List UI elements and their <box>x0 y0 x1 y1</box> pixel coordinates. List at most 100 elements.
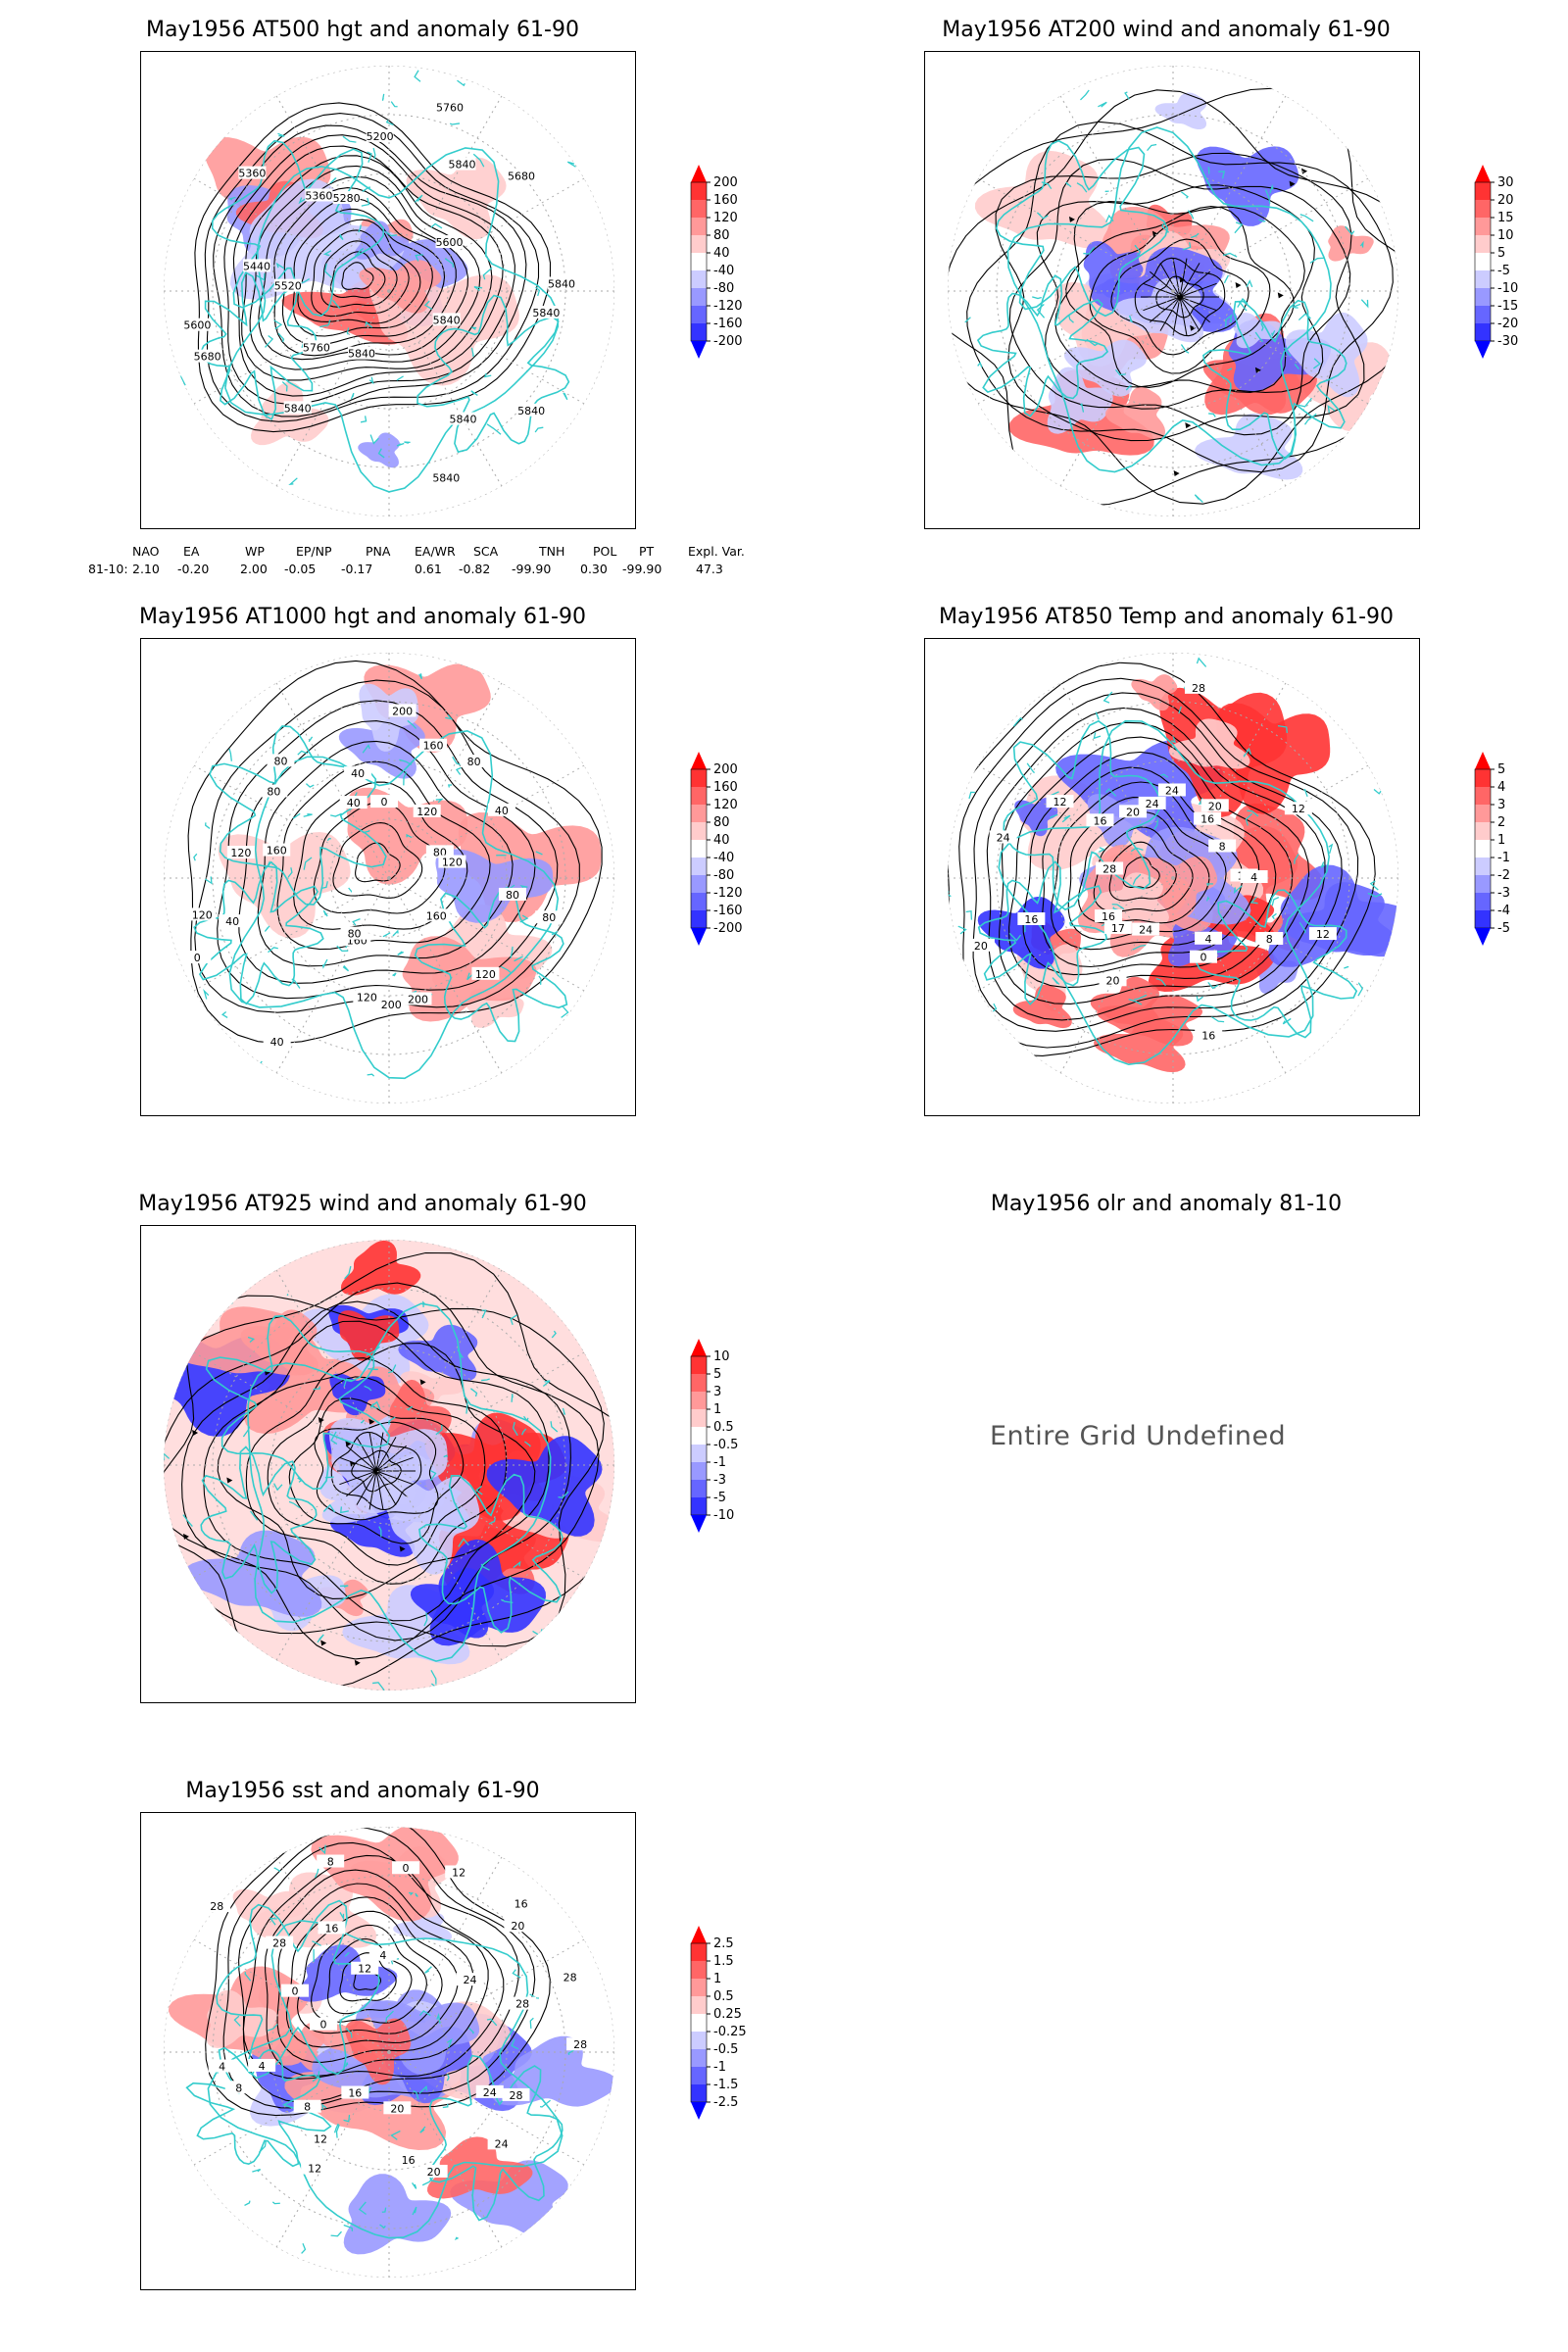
contour-line <box>232 145 504 397</box>
contour-label: 28 <box>573 2038 587 2051</box>
index-header: PNA <box>366 544 391 559</box>
flow-arrow <box>192 1430 199 1437</box>
streamline <box>1179 296 1188 336</box>
flow-arrow <box>1190 324 1197 331</box>
contour-label: 20 <box>427 2166 441 2179</box>
coastline <box>535 286 541 297</box>
colorbar-segment <box>691 805 707 822</box>
index-header: EA <box>183 544 200 559</box>
coastline <box>399 759 413 765</box>
coastline <box>350 392 355 400</box>
coastline <box>403 771 408 786</box>
contour-label-bg <box>318 1921 346 1935</box>
contour-label-bg <box>471 966 500 980</box>
coastline <box>1036 212 1049 220</box>
contour-label: 12 <box>308 2163 321 2176</box>
contour-label: 5200 <box>367 130 394 143</box>
contour-line <box>1022 751 1277 976</box>
streamline <box>1179 282 1217 298</box>
contour-label-bg <box>1094 909 1122 923</box>
streamline <box>375 1470 384 1510</box>
contour-label: 20 <box>974 940 988 953</box>
positive-anomaly <box>218 832 351 939</box>
colorbar-tick-label: -5 <box>713 1491 726 1505</box>
contour-label-bg <box>339 796 368 809</box>
positive-anomaly <box>311 1827 459 1922</box>
colorbar-segment <box>1475 769 1491 787</box>
index-header: SCA <box>473 544 499 559</box>
colorbar-arrow-top <box>691 752 707 769</box>
coastline <box>1086 338 1100 347</box>
coastline <box>965 909 973 920</box>
coastline <box>442 2103 449 2109</box>
contour-label: 8 <box>327 1856 334 1869</box>
coastline <box>977 362 983 368</box>
contour-line <box>205 1827 551 2117</box>
streamline <box>330 1431 422 1511</box>
contour-label-bg <box>1195 1028 1223 1042</box>
contour-label-bg <box>1017 912 1046 926</box>
coastline <box>330 1431 338 1446</box>
flow-arrow <box>1289 180 1296 187</box>
colorbar-at1000: 200 160 120 80 40 -40 -80 -120 -160 -200 <box>683 752 801 1054</box>
contour-label-bg <box>238 166 267 179</box>
colorbar-arrow-bottom <box>691 928 707 946</box>
colorbar-segment <box>691 1356 707 1374</box>
contour-line <box>999 721 1310 1004</box>
positive-anomaly <box>402 936 537 1022</box>
streamline <box>346 1445 377 1472</box>
contour-label-bg <box>1099 973 1127 987</box>
colorbar-segment <box>691 2049 707 2067</box>
coastline <box>511 1394 514 1402</box>
contour-label: 5600 <box>183 319 211 332</box>
streamline <box>1179 296 1210 323</box>
coastline <box>429 1469 437 1482</box>
negative-anomaly <box>358 432 400 468</box>
coastline <box>396 442 405 447</box>
colorbar-tick-label: 1 <box>1497 833 1505 848</box>
contour-label: 5360 <box>238 168 266 180</box>
coastline <box>329 176 337 184</box>
index-value: 2.00 <box>240 562 268 576</box>
flow-arrow <box>419 1379 426 1386</box>
colorbar-at925: 10 5 3 1 0.5 -0.5 -1 -3 -5 -10 <box>683 1339 801 1641</box>
contour-line <box>1008 736 1294 989</box>
coastline <box>423 300 433 311</box>
coastline <box>1359 240 1364 248</box>
coastline <box>252 2168 262 2173</box>
coastline <box>288 1500 301 1509</box>
contour-label: 5840 <box>433 314 461 326</box>
coastline <box>377 448 385 459</box>
contour-label-bg <box>344 766 372 780</box>
colorbar-at200: 30 20 15 10 5 -5 -10 -15 -20 -30 <box>1467 165 1568 466</box>
coastline <box>415 1892 418 1897</box>
contour-line <box>311 229 410 318</box>
contour-label-bg <box>1138 796 1166 809</box>
coastline <box>378 1526 382 1538</box>
streamline <box>1179 263 1200 298</box>
colorbar-segment <box>691 1979 707 1996</box>
colorbar-tick-label: -2.5 <box>713 2095 738 2110</box>
coastline <box>321 958 328 969</box>
contour-line <box>273 187 457 357</box>
coastline <box>1294 854 1299 864</box>
longitude-line <box>388 1464 587 1580</box>
streamline <box>181 1300 571 1642</box>
colorbar-segment <box>691 1427 707 1445</box>
flow-arrow <box>345 1441 352 1447</box>
coastline <box>968 791 975 800</box>
coastline <box>1134 244 1142 256</box>
coastline <box>387 1364 397 1374</box>
coastline <box>1373 789 1383 795</box>
colorbar-segment <box>1475 910 1491 928</box>
contour-label: 5840 <box>517 405 545 417</box>
colorbar-segment <box>1475 306 1491 323</box>
coastline <box>550 1421 559 1433</box>
coastline <box>333 2123 339 2133</box>
streamline <box>375 1437 397 1472</box>
coastline <box>995 139 1169 318</box>
contour-label: 5760 <box>303 341 330 354</box>
colorbar-segment <box>1475 270 1491 288</box>
contour-label-bg <box>419 2164 448 2178</box>
negative-anomaly <box>1233 313 1283 349</box>
